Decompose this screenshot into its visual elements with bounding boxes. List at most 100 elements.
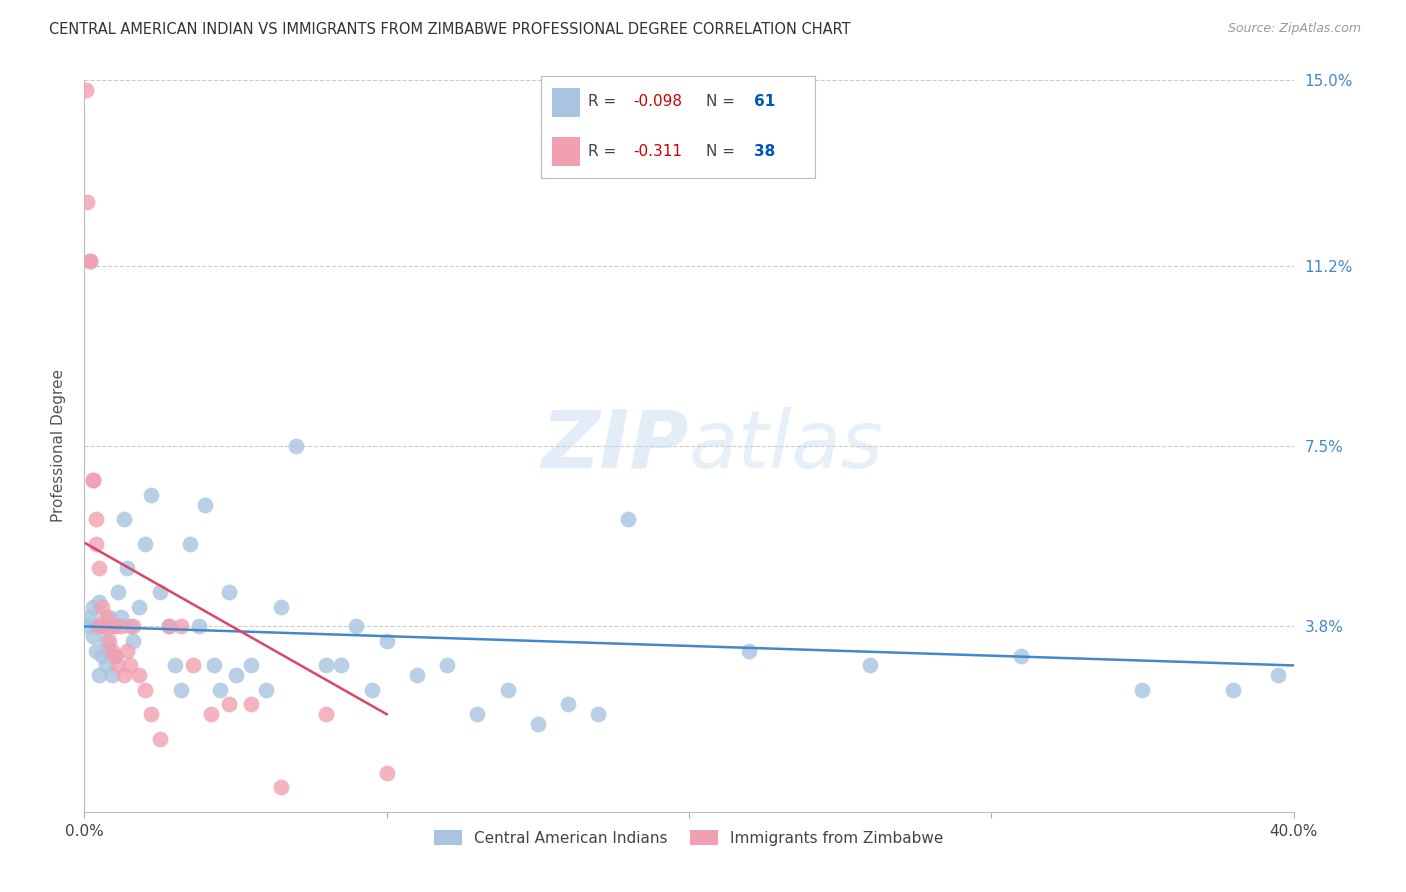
Point [82,473,104,487]
Point [157,619,180,633]
Point [76,619,98,633]
Text: R =: R = [588,144,626,159]
Point [346,619,368,633]
Point [104,648,127,663]
Point [91,619,114,633]
Point [104,619,127,633]
Point [104,648,127,663]
Point [94,609,117,624]
Point [218,585,240,599]
Point [134,682,156,697]
Text: -0.311: -0.311 [633,144,682,159]
Point [97,619,120,633]
Point [110,619,132,633]
Point [496,682,519,697]
Text: ZIP: ZIP [541,407,689,485]
Point [89,668,111,682]
Text: N =: N = [706,144,740,159]
Point [79,609,101,624]
Point [557,698,579,712]
Point [1130,682,1153,697]
Point [112,512,135,526]
Point [859,658,882,673]
Point [254,682,277,697]
Point [375,765,398,780]
Point [270,599,292,614]
Point [1011,648,1033,663]
Point [179,536,201,550]
Legend: Central American Indians, Immigrants from Zimbabwe: Central American Indians, Immigrants fro… [429,823,949,852]
Point [86,644,108,658]
Point [165,658,187,673]
Point [128,668,150,682]
Point [617,512,640,526]
Point [91,619,114,633]
Point [100,644,122,658]
Bar [553,137,579,166]
Point [89,619,111,633]
Point [1267,668,1289,682]
Point [285,439,308,453]
Point [330,658,353,673]
Point [315,658,337,673]
Point [107,585,129,599]
Point [86,536,108,550]
Point [194,498,217,512]
Point [149,585,172,599]
Point [94,634,117,648]
Text: 38: 38 [754,144,775,159]
Point [218,698,240,712]
Text: N =: N = [706,95,740,110]
Point [118,619,141,633]
Point [209,682,232,697]
Point [239,658,262,673]
Point [139,488,162,502]
Point [107,658,129,673]
Point [110,609,132,624]
Point [121,634,143,648]
Point [91,648,114,663]
Point [170,682,193,697]
Point [89,595,111,609]
Text: atlas: atlas [689,407,884,485]
Point [112,668,135,682]
Point [79,253,101,268]
Point [94,658,117,673]
Point [97,609,120,624]
Point [118,658,141,673]
Point [97,634,120,648]
Point [188,619,211,633]
Point [100,619,122,633]
Point [200,707,222,722]
Point [94,619,117,633]
Point [82,629,104,643]
Point [100,668,122,682]
Point [82,599,104,614]
Point [97,644,120,658]
Point [86,619,108,633]
Point [588,707,610,722]
Point [170,619,193,633]
Point [239,698,262,712]
Point [128,599,150,614]
Point [527,717,550,731]
Point [181,658,204,673]
Point [149,731,172,746]
Point [115,561,138,575]
Point [76,195,98,210]
Text: R =: R = [588,95,621,110]
Point [225,668,247,682]
Point [75,83,97,97]
Bar [553,88,579,117]
Point [270,780,292,795]
Text: 61: 61 [754,95,775,110]
Point [406,668,429,682]
Point [91,599,114,614]
Point [315,707,337,722]
Point [79,253,101,268]
Point [86,512,108,526]
Point [436,658,458,673]
Point [115,644,138,658]
Point [134,536,156,550]
Text: -0.098: -0.098 [633,95,682,110]
